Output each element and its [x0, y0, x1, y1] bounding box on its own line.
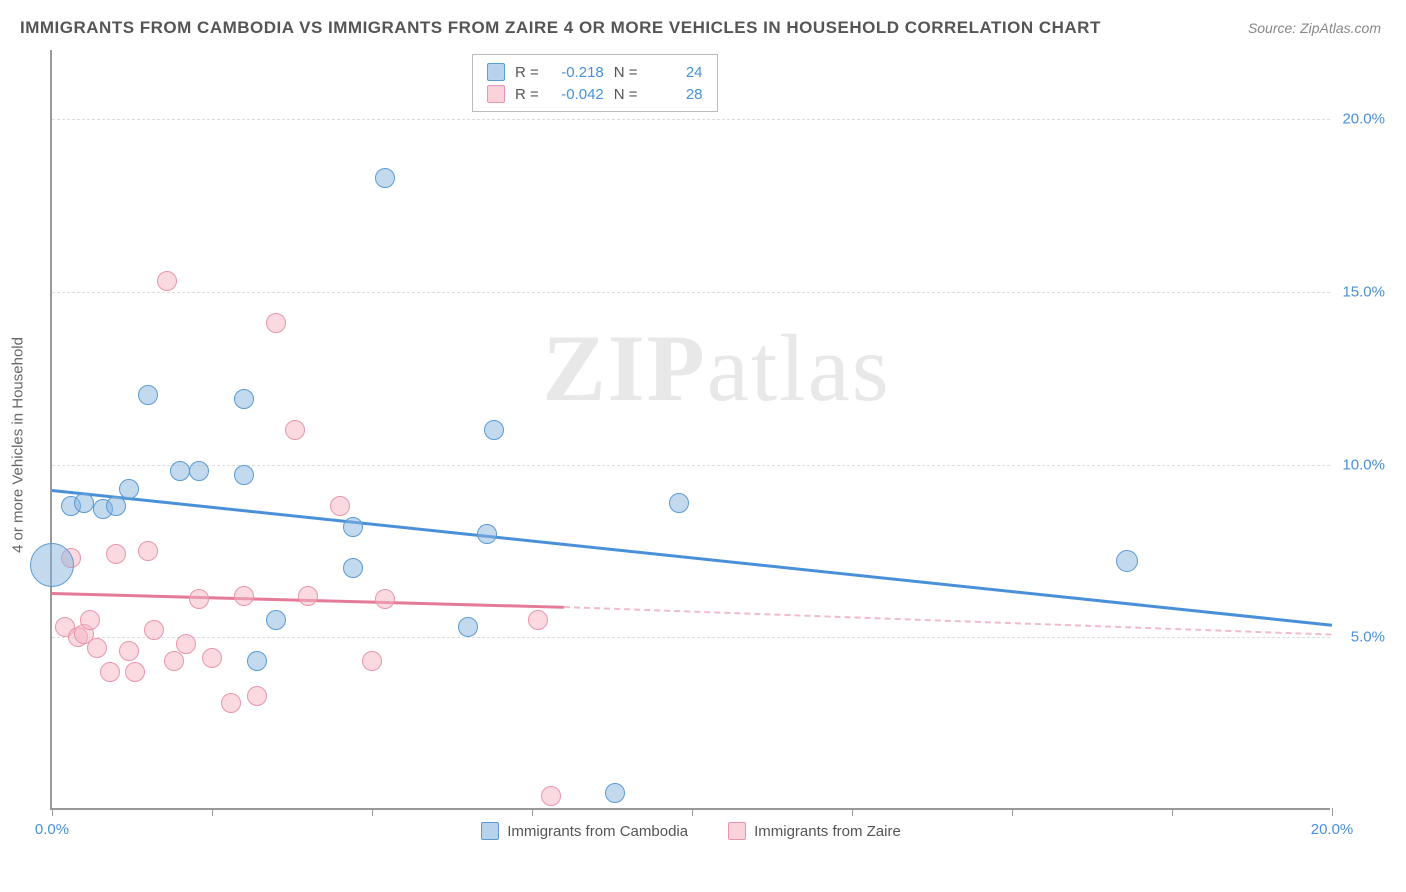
scatter-point-cambodia — [669, 493, 689, 513]
n-label: N = — [614, 64, 638, 81]
n-value-blue: 24 — [648, 64, 703, 81]
stats-legend-box: R = -0.218 N = 24 R = -0.042 N = 28 — [472, 54, 718, 112]
watermark: ZIPatlas — [542, 313, 890, 423]
legend-item-zaire: Immigrants from Zaire — [728, 822, 901, 840]
scatter-point-cambodia — [170, 461, 190, 481]
x-tick — [1172, 808, 1173, 816]
n-label: N = — [614, 86, 638, 103]
r-value-pink: -0.042 — [549, 86, 604, 103]
x-tick-label: 0.0% — [35, 821, 69, 838]
watermark-atlas: atlas — [707, 315, 891, 421]
scatter-point-zaire — [528, 610, 548, 630]
swatch-pink — [728, 822, 746, 840]
legend-label-zaire: Immigrants from Zaire — [754, 823, 901, 840]
gridline-h — [52, 637, 1330, 638]
y-tick-label: 10.0% — [1342, 456, 1385, 473]
bottom-legend: Immigrants from Cambodia Immigrants from… — [52, 822, 1330, 840]
scatter-point-zaire — [234, 586, 254, 606]
x-tick — [212, 808, 213, 816]
scatter-point-zaire — [202, 648, 222, 668]
scatter-point-zaire — [119, 641, 139, 661]
scatter-point-cambodia — [119, 479, 139, 499]
x-tick — [532, 808, 533, 816]
swatch-blue — [487, 63, 505, 81]
chart-title: IMMIGRANTS FROM CAMBODIA VS IMMIGRANTS F… — [20, 18, 1101, 38]
plot-area: ZIPatlas R = -0.218 N = 24 R = -0.042 N … — [50, 50, 1330, 810]
scatter-point-cambodia — [343, 558, 363, 578]
scatter-point-zaire — [266, 313, 286, 333]
scatter-point-cambodia — [234, 465, 254, 485]
scatter-point-cambodia — [1116, 550, 1138, 572]
legend-item-cambodia: Immigrants from Cambodia — [481, 822, 688, 840]
r-value-blue: -0.218 — [549, 64, 604, 81]
x-tick — [692, 808, 693, 816]
legend-label-cambodia: Immigrants from Cambodia — [507, 823, 688, 840]
y-tick-label: 5.0% — [1351, 629, 1385, 646]
x-tick — [372, 808, 373, 816]
scatter-point-zaire — [157, 271, 177, 291]
y-tick-label: 15.0% — [1342, 283, 1385, 300]
gridline-h — [52, 119, 1330, 120]
scatter-point-zaire — [221, 693, 241, 713]
x-tick — [1332, 808, 1333, 816]
stats-row-blue: R = -0.218 N = 24 — [487, 61, 703, 83]
stats-row-pink: R = -0.042 N = 28 — [487, 83, 703, 105]
y-axis-label: 4 or more Vehicles in Household — [10, 337, 27, 553]
scatter-point-cambodia — [375, 168, 395, 188]
gridline-h — [52, 292, 1330, 293]
scatter-point-zaire — [176, 634, 196, 654]
scatter-point-cambodia — [106, 496, 126, 516]
r-label: R = — [515, 64, 539, 81]
n-value-pink: 28 — [648, 86, 703, 103]
swatch-pink — [487, 85, 505, 103]
scatter-point-cambodia — [605, 783, 625, 803]
scatter-point-zaire — [106, 544, 126, 564]
scatter-point-cambodia — [266, 610, 286, 630]
scatter-point-zaire — [375, 589, 395, 609]
scatter-point-zaire — [144, 620, 164, 640]
scatter-point-cambodia — [189, 461, 209, 481]
scatter-point-zaire — [362, 651, 382, 671]
source-attribution: Source: ZipAtlas.com — [1248, 20, 1381, 36]
x-tick — [852, 808, 853, 816]
y-tick-label: 20.0% — [1342, 111, 1385, 128]
scatter-point-zaire — [330, 496, 350, 516]
scatter-point-cambodia — [484, 420, 504, 440]
scatter-point-cambodia — [234, 389, 254, 409]
scatter-point-zaire — [285, 420, 305, 440]
scatter-point-zaire — [164, 651, 184, 671]
x-tick — [52, 808, 53, 816]
swatch-blue — [481, 822, 499, 840]
x-tick-label: 20.0% — [1311, 821, 1354, 838]
r-label: R = — [515, 86, 539, 103]
scatter-point-zaire — [138, 541, 158, 561]
scatter-point-zaire — [298, 586, 318, 606]
scatter-point-zaire — [87, 638, 107, 658]
scatter-point-cambodia — [458, 617, 478, 637]
watermark-zip: ZIP — [542, 315, 706, 421]
scatter-point-cambodia — [343, 517, 363, 537]
scatter-point-cambodia — [138, 385, 158, 405]
scatter-point-cambodia — [74, 493, 94, 513]
scatter-point-zaire — [80, 610, 100, 630]
chart-container: 4 or more Vehicles in Household ZIPatlas… — [50, 50, 1380, 840]
scatter-point-cambodia — [477, 524, 497, 544]
scatter-point-zaire — [541, 786, 561, 806]
x-tick — [1012, 808, 1013, 816]
scatter-point-zaire — [125, 662, 145, 682]
scatter-point-zaire — [189, 589, 209, 609]
scatter-point-cambodia — [30, 543, 74, 587]
scatter-point-zaire — [247, 686, 267, 706]
scatter-point-zaire — [100, 662, 120, 682]
scatter-point-cambodia — [247, 651, 267, 671]
